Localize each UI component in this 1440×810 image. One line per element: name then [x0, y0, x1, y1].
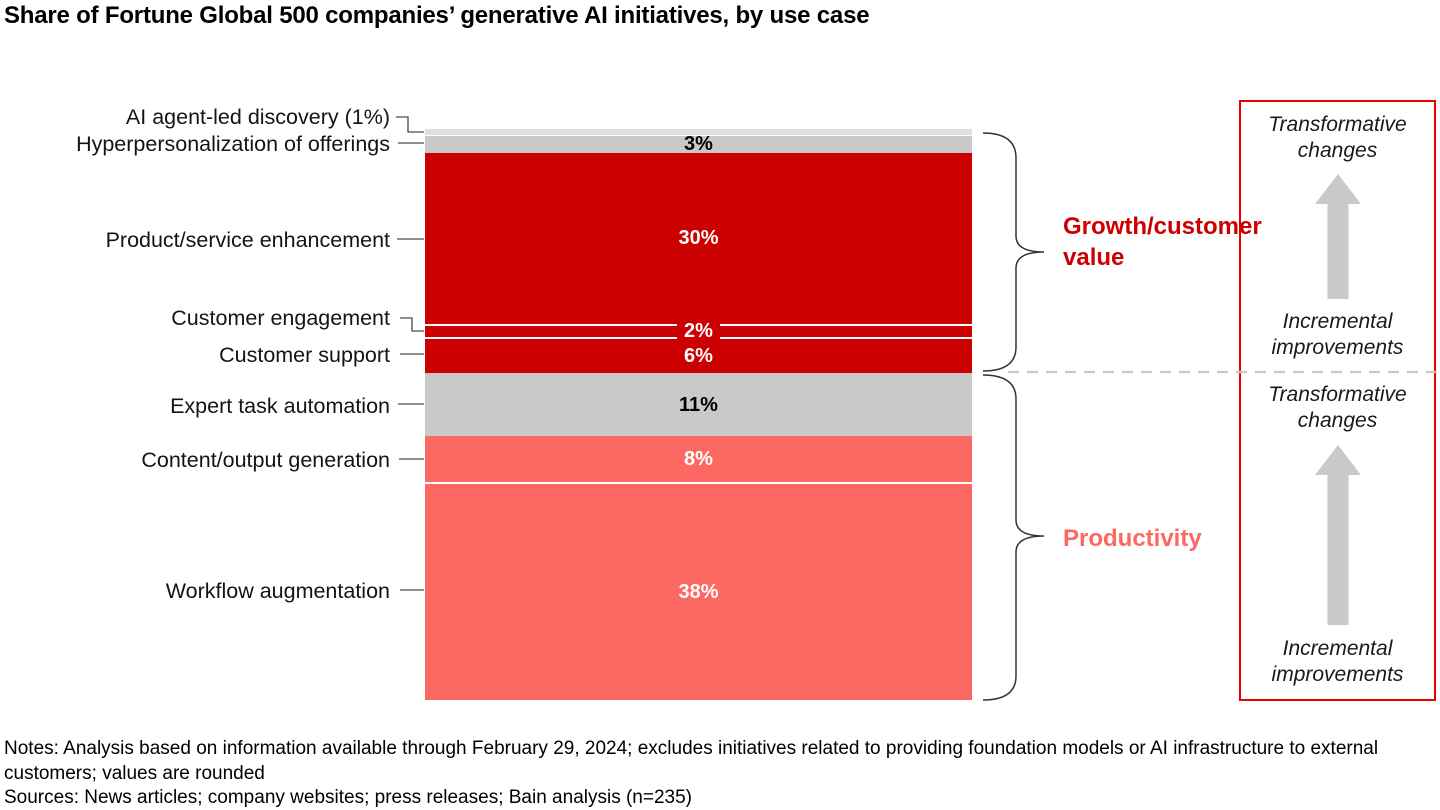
axis-label-expert-task-automation: Expert task automation: [170, 394, 390, 418]
up-arrow-icon: [1314, 445, 1361, 625]
axis-label-customer-engagement: Customer engagement: [171, 306, 390, 330]
transformative-changes-label: Transformative changes: [1268, 113, 1407, 162]
bar-segment-customer-engagement: 2%: [425, 321, 972, 342]
axis-label-customer-support: Customer support: [219, 343, 390, 367]
segment-value-label: 6%: [684, 345, 713, 368]
connector-line: [396, 116, 424, 133]
connector-line: [400, 317, 424, 332]
bar-segment-workflow-augmentation: 38%: [425, 481, 972, 701]
bar-segment-expert-task-automation: 11%: [425, 373, 972, 436]
bar-segment-customer-support: 6%: [425, 337, 972, 374]
bar-segment-hyperpersonalization-of-offerings: 3%: [425, 133, 972, 156]
stacked-bar: 3% 30% 2% 6% 11% 8% 38%: [425, 129, 972, 701]
segment-value-label: 38%: [678, 580, 719, 603]
axis-label-ai-agent-led-discovery: AI agent-led discovery (1%): [125, 105, 390, 129]
segment-value-label: 11%: [679, 393, 718, 416]
chart-title: Share of Fortune Global 500 companies’ g…: [4, 2, 870, 29]
growth-brace: [982, 132, 1045, 372]
axis-label-product-service-enhancement: Product/service enhancement: [105, 228, 390, 252]
maturity-productivity-section: Transformative changes Incremental impro…: [1241, 372, 1434, 699]
segment-value-label: 3%: [684, 133, 713, 156]
sources-text: Sources: News articles; company websites…: [4, 787, 692, 808]
productivity-brace: [982, 374, 1045, 701]
group-label-productivity: Productivity: [1063, 525, 1202, 552]
bar-segment-product-service-enhancement: 30%: [425, 152, 972, 324]
up-arrow-icon: [1314, 174, 1361, 299]
incremental-improvements-label: Incremental improvements: [1271, 637, 1404, 686]
segment-value-label: 8%: [684, 447, 713, 470]
segment-value-label: 30%: [678, 227, 719, 250]
incremental-improvements-label: Incremental improvements: [1271, 310, 1404, 359]
bar-segment-ai-agent-led-discovery: [425, 129, 972, 135]
transformative-changes-label: Transformative changes: [1268, 383, 1407, 432]
axis-label-workflow-augmentation: Workflow augmentation: [165, 579, 390, 603]
maturity-legend-box: Transformative changes Incremental impro…: [1239, 100, 1436, 701]
notes-text: Notes: Analysis based on information ava…: [4, 738, 1379, 784]
bar-segment-content-output-generation: 8%: [425, 435, 972, 482]
axis-label-content-output-generation: Content/output generation: [141, 448, 390, 472]
axis-label-hyperpersonalization-of-offerings: Hyperpersonalization of offerings: [76, 132, 390, 156]
maturity-growth-section: Transformative changes Incremental impro…: [1241, 102, 1434, 372]
segment-value-label: 2%: [677, 321, 720, 342]
group-label-growth-customer-value: Growth/customer value: [1063, 213, 1262, 271]
